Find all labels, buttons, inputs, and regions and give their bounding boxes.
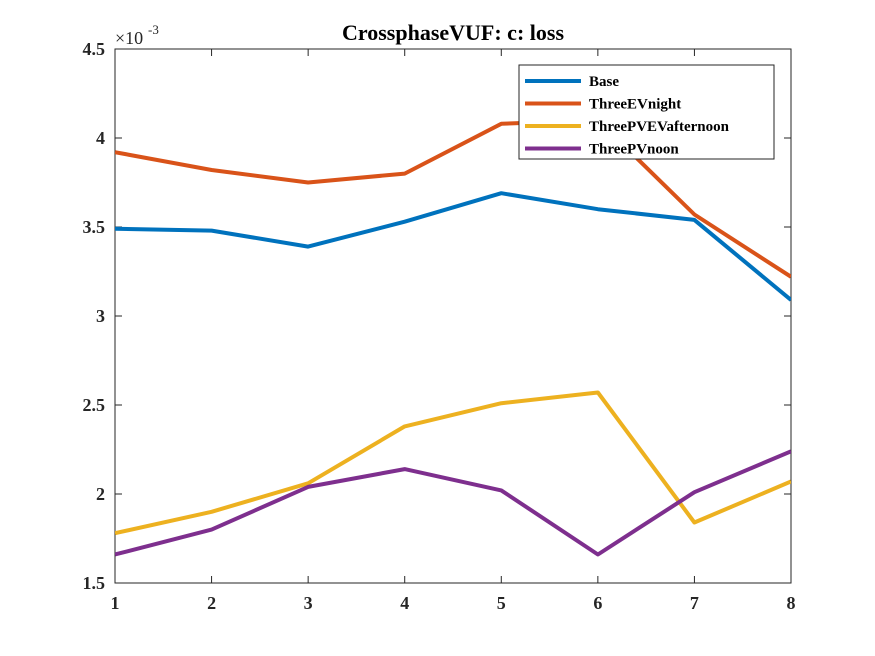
x-tick-label: 1: [111, 593, 120, 613]
y-exponent-power: -3: [148, 22, 159, 37]
legend-label-threepvevafternoon: ThreePVEVafternoon: [589, 119, 730, 135]
y-tick-label: 3: [96, 306, 105, 326]
y-tick-label: 4.5: [83, 39, 106, 59]
x-tick-label: 5: [497, 593, 506, 613]
series-line-threeevnight: [115, 118, 791, 279]
y-tick-label: 2: [96, 484, 105, 504]
x-tick-label: 8: [787, 593, 796, 613]
series-line-base: [115, 191, 791, 302]
y-tick-label: 1.5: [83, 573, 106, 593]
legend: Base ThreeEVnight ThreePVEVafternoon ThreeP…: [518, 64, 775, 160]
y-exponent-base: ×10: [115, 28, 143, 48]
chart-title: CrossphaseVUF: c: loss: [342, 20, 564, 45]
series-line-threepvnoon: [115, 449, 791, 557]
x-tick-label: 6: [593, 593, 602, 613]
x-tick-label: 4: [400, 593, 409, 613]
x-tick-label: 2: [207, 593, 216, 613]
legend-label-threeevnight: ThreeEVnight: [589, 97, 681, 113]
y-tick-label: 4: [96, 128, 105, 148]
y-exponent: ×10 -3: [115, 22, 159, 48]
legend-label-threepvnoon: ThreePVnoon: [589, 142, 679, 158]
legend-label-base: Base: [589, 74, 619, 90]
y-tick-label: 3.5: [83, 217, 106, 237]
x-tick-label: 3: [304, 593, 313, 613]
x-tick-label: 7: [690, 593, 699, 613]
y-tick-label: 2.5: [83, 395, 106, 415]
